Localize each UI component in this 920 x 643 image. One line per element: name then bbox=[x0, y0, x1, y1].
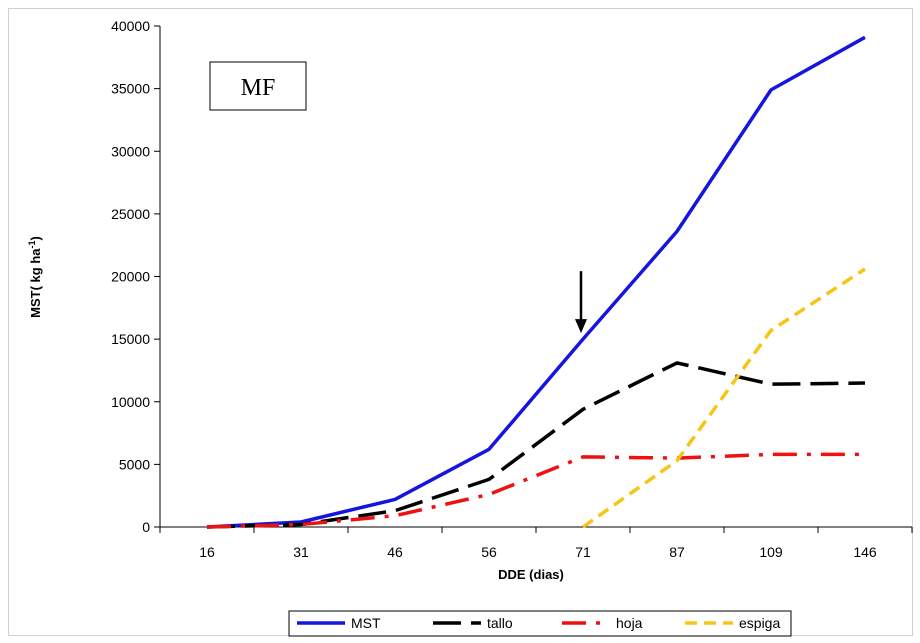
legend-box bbox=[288, 610, 792, 637]
panel-label-box: MF bbox=[209, 61, 307, 111]
y-axis-title: MST( kg ha-1) bbox=[27, 236, 43, 318]
legend-label-MST: MST bbox=[351, 615, 381, 631]
panel-label: MF bbox=[241, 75, 276, 101]
chart-frame: 0 5000 10000 15000 20000 25000 30000 35000 40000… bbox=[8, 8, 913, 637]
y-axis-title-tail: ) bbox=[28, 236, 43, 240]
x-tick-label: 46 bbox=[387, 544, 403, 560]
arrow-head bbox=[575, 319, 587, 334]
y-tick-label: 10000 bbox=[111, 394, 150, 410]
arrow-marker bbox=[575, 271, 587, 334]
series-line-tallo bbox=[206, 361, 866, 529]
line-chart: 0 5000 10000 15000 20000 25000 30000 35000 40000… bbox=[27, 18, 913, 637]
y-tick-label: 0 bbox=[142, 519, 150, 535]
y-tick-label: 25000 bbox=[111, 206, 150, 222]
series-line-MST bbox=[206, 35, 866, 529]
y-tick-label: 15000 bbox=[111, 331, 150, 347]
x-tick-label: 16 bbox=[199, 544, 215, 560]
legend-label-espiga: espiga bbox=[739, 615, 780, 631]
y-axis-title-sup: -1 bbox=[27, 240, 37, 248]
y-tick-label: 40000 bbox=[111, 18, 150, 34]
y-tick-label: 35000 bbox=[111, 81, 150, 97]
y-ticks: 0 5000 10000 15000 20000 25000 30000 35000 40000 bbox=[111, 18, 160, 535]
x-tick-label: 71 bbox=[575, 544, 591, 560]
x-tick-label: 146 bbox=[853, 544, 877, 560]
y-tick-label: 30000 bbox=[111, 143, 150, 159]
series-line-hoja bbox=[206, 452, 865, 529]
y-axis-title-main: MST( kg ha bbox=[28, 248, 43, 318]
series-lines bbox=[206, 35, 866, 529]
x-tick-label: 109 bbox=[759, 544, 783, 560]
legend: MST tallo hoja espiga bbox=[288, 610, 792, 637]
legend-label-hoja: hoja bbox=[616, 615, 643, 631]
y-tick-label: 20000 bbox=[111, 269, 150, 285]
x-ticks: 16 31 46 56 71 87 109 146 bbox=[159, 527, 913, 560]
x-tick-label: 87 bbox=[669, 544, 685, 560]
x-tick-label: 31 bbox=[293, 544, 309, 560]
series-line-espiga bbox=[581, 267, 866, 529]
y-tick-label: 5000 bbox=[119, 456, 150, 472]
x-tick-label: 56 bbox=[481, 544, 497, 560]
legend-label-tallo: tallo bbox=[487, 615, 513, 631]
x-axis-title: DDE (dias) bbox=[498, 567, 564, 582]
